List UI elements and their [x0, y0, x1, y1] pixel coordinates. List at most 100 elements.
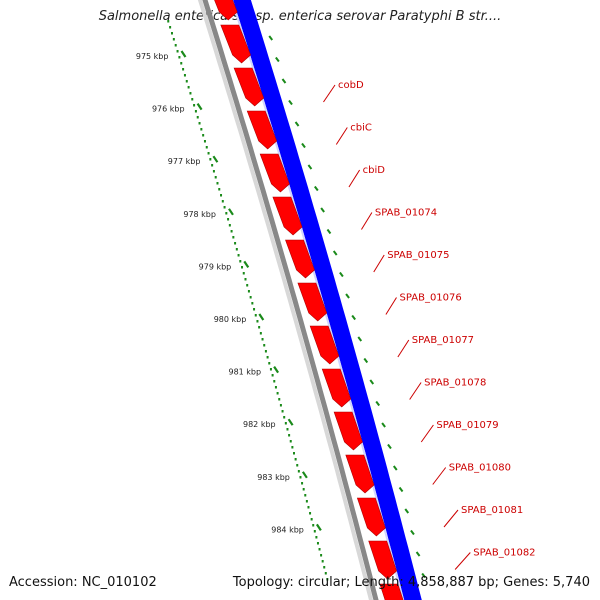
outer-tick: [387, 443, 392, 450]
gene-leader-line: [397, 339, 410, 358]
ruler-dot: [203, 140, 206, 143]
ruler-dot: [169, 26, 172, 29]
outer-tick: [268, 35, 274, 41]
ruler-dot: [278, 398, 281, 401]
ruler-dot: [200, 128, 203, 131]
forward-gene-arrow: [309, 325, 340, 365]
outer-tick: [421, 572, 426, 579]
forward-gene-arrow: [233, 67, 265, 107]
ruler-dot: [244, 278, 247, 281]
forward-gene-arrow: [246, 110, 278, 150]
ruler-dot: [315, 536, 318, 539]
outer-tick: [357, 336, 363, 342]
ruler-dot: [268, 362, 271, 365]
ruler-major-tick: [301, 471, 308, 479]
ruler-dot: [294, 458, 297, 461]
ruler-dot: [258, 326, 261, 329]
ruler-major-tick: [287, 418, 294, 426]
ruler-tick-label: 982 kbp: [243, 420, 276, 429]
backbone-layer: [197, 0, 379, 600]
ruler-dot: [292, 452, 295, 455]
outer-tick: [288, 99, 293, 106]
ruler-dot: [198, 122, 201, 125]
ruler-dot: [180, 62, 183, 65]
ruler-dot: [321, 560, 324, 563]
forward-gene-arrow: [356, 497, 386, 537]
gene-leader-line: [409, 382, 422, 400]
gene-label: cobD: [338, 80, 364, 91]
outer-tick: [307, 164, 313, 170]
ruler-dot: [232, 236, 235, 239]
ruler-dot: [187, 86, 190, 89]
gene-label: cbiC: [350, 123, 372, 134]
outer-tick: [369, 379, 375, 385]
forward-gene-arrow: [379, 583, 404, 600]
gene-leader-line: [361, 212, 373, 230]
outer-tick: [363, 357, 369, 364]
ruler-dot: [218, 188, 221, 191]
forward-gene-arrow: [345, 454, 375, 494]
gene-leader-line: [432, 467, 447, 485]
ruler-dot: [241, 266, 244, 269]
ruler-dot: [234, 242, 237, 245]
backbone-shadow: [197, 0, 374, 600]
ruler-dot: [310, 518, 313, 521]
ruler-dot: [307, 506, 310, 509]
gene-label: SPAB_01081: [461, 505, 523, 516]
ruler-dot: [237, 254, 240, 257]
ruler-dot: [281, 410, 284, 413]
ruler-dot: [209, 158, 212, 161]
ruler-dot: [313, 530, 316, 533]
ruler-tick-label: 975 kbp: [136, 52, 169, 61]
ruler-dot: [174, 44, 177, 47]
forward-gene-arrow: [297, 282, 328, 322]
gene-label: SPAB_01076: [400, 293, 462, 304]
ruler-dot: [230, 230, 233, 233]
ruler-dot: [283, 416, 286, 419]
gene-leader-line: [454, 552, 471, 570]
outer-tick: [326, 228, 332, 235]
ruler-tick-label: 980 kbp: [214, 315, 247, 324]
gene-label: SPAB_01077: [412, 335, 474, 346]
ruler-dot: [266, 356, 269, 359]
ruler-dot: [249, 296, 252, 299]
ruler-dot: [220, 194, 223, 197]
outer-tick: [332, 250, 338, 256]
ruler-major-tick: [243, 260, 250, 269]
gene-label-layer: cobD cbiC cbiD SPAB_01074 SPAB_01075 SPAB_010…: [323, 80, 536, 570]
ruler-dot: [264, 350, 267, 353]
ruler-dot: [312, 524, 315, 527]
ruler-dot: [216, 182, 219, 185]
ruler-dot: [286, 428, 289, 431]
outer-tick: [415, 551, 421, 557]
ruler-dot: [176, 50, 179, 53]
ruler-dot: [301, 482, 304, 485]
ruler-dot: [194, 110, 197, 113]
ruler-tick-label: 983 kbp: [257, 473, 290, 482]
ruler-dot: [182, 68, 185, 71]
ruler-dot: [202, 134, 205, 137]
ruler-dot: [326, 578, 329, 581]
ruler-dot: [214, 176, 217, 179]
ruler-major-tick: [228, 208, 234, 216]
ruler-dot: [242, 272, 245, 275]
ruler-dot: [318, 548, 321, 551]
ruler-dot: [288, 434, 291, 437]
ruler-dot: [261, 338, 264, 341]
outer-tick: [398, 486, 404, 493]
ruler-tick-label: 981 kbp: [228, 368, 261, 377]
reverse-strand-lane: [233, 0, 422, 600]
forward-gene-arrow: [272, 196, 303, 236]
outer-tick: [381, 422, 386, 428]
ruler-tick-label: 978 kbp: [183, 210, 216, 219]
ruler-dot: [259, 332, 262, 335]
gene-label: SPAB_01075: [387, 250, 449, 261]
ruler-dot: [279, 404, 282, 407]
ruler-dot: [271, 374, 274, 377]
ruler-dot: [221, 200, 224, 203]
ruler-dot: [302, 488, 305, 491]
ruler-major-tick: [315, 523, 322, 532]
ruler-dot: [212, 170, 215, 173]
ruler-dot: [304, 494, 307, 497]
ruler-dot: [305, 500, 308, 503]
